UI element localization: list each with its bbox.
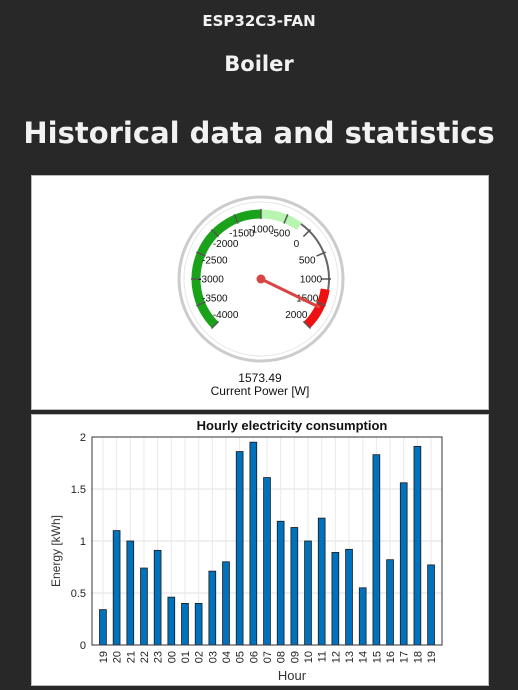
chart-bar: [208, 570, 217, 646]
chart-bar: [399, 482, 408, 646]
chart-ytick-label: 0: [80, 640, 86, 652]
chart-bar: [386, 559, 394, 646]
chart-xtick-label: 10: [303, 651, 315, 663]
gauge-major-tick: [302, 320, 312, 330]
chart-xtick-label: 07: [262, 651, 274, 663]
chart-bar: [99, 609, 107, 646]
chart-xtick-label: 22: [139, 651, 151, 663]
chart-bar: [263, 477, 271, 646]
chart-xtick-label: 19: [98, 651, 110, 663]
chart-xtick-label: 16: [385, 651, 397, 663]
gauge-major-tick: [210, 320, 220, 330]
chart-xlabel: Hour: [278, 668, 307, 683]
chart-bar: [304, 540, 312, 646]
gauge-tick-label: 0: [294, 239, 300, 250]
gauge-major-tick: [233, 214, 239, 224]
chart-ytick-label: 1.5: [71, 484, 86, 496]
gauge-value: 1573.49: [238, 371, 282, 385]
chart-ylabel: Energy [kWh]: [49, 515, 63, 587]
gauge-major-tick: [302, 228, 312, 238]
gauge-tick-label: -500: [270, 228, 290, 239]
gauge-major-tick: [196, 251, 206, 257]
chart-ytick-label: 1: [80, 536, 86, 548]
chart-xtick-label: 23: [153, 651, 165, 663]
chart-xtick-label: 03: [207, 651, 219, 663]
chart-ytick-label: 0.5: [71, 588, 86, 600]
gauge-tick-label: -1000: [248, 225, 274, 236]
chart-axes-box: [91, 436, 443, 646]
hourly-consumption-chart-panel: 0 0.5 1 1.5 2 19 20 21 22 23 00 01 02 03 04 05 06 07 08 09 1…: [31, 414, 489, 686]
gauge-tick-label: -2000: [213, 239, 239, 250]
room-name: Boiler: [224, 52, 294, 76]
device-name: ESP32C3-FAN: [202, 12, 316, 30]
gauge-needle: [259, 277, 321, 309]
chart-bar: [222, 561, 230, 646]
chart-bar: [126, 540, 135, 646]
gauge-tick-label: 1000: [300, 275, 323, 286]
chart-bar: [276, 520, 285, 646]
power-gauge: -4000 -3500 -3000 -2500 -2000-1500-1000-500 0…: [177, 195, 345, 363]
chart-bar: [249, 441, 258, 646]
gauge-tick-label: -2500: [202, 255, 228, 266]
gauge-band-2: [303, 288, 330, 329]
chart-xtick-label: 17: [399, 651, 411, 663]
chart-bar: [345, 548, 353, 646]
chart-bar: [140, 567, 148, 646]
gauge-major-tick: [283, 214, 289, 224]
gauge-label: Current Power [W]: [210, 384, 310, 398]
chart-xtick-label: 18: [412, 651, 424, 663]
gauge-tick-label: -3500: [202, 294, 228, 305]
chart-xtick-label: 04: [221, 651, 233, 663]
chart-xtick-label: 02: [194, 651, 206, 663]
chart-xtick-label: 09: [289, 651, 301, 663]
chart-bar: [331, 552, 340, 646]
gauge-major-tick: [316, 301, 326, 307]
chart-xtick-label: 20: [112, 651, 124, 663]
chart-bar: [167, 596, 176, 646]
gauge-major-tick: [196, 301, 206, 307]
chart-bar: [112, 530, 121, 646]
gauge-inner-ring: [183, 201, 339, 357]
gauge-needle-hub: [256, 274, 266, 284]
chart-bar: [290, 527, 299, 646]
chart-bar: [194, 602, 203, 646]
chart-xtick-label: 05: [235, 651, 247, 663]
chart-xtick-label: 21: [125, 651, 137, 663]
chart-xtick-label: 13: [344, 651, 356, 663]
gauge-tick-label: 2000: [285, 310, 308, 321]
chart-xtick-label: 00: [166, 651, 178, 663]
gauge-major-tick: [316, 251, 326, 257]
chart-xtick-label: 12: [330, 651, 342, 663]
chart-bar: [427, 564, 435, 646]
chart-xtick-label: 06: [248, 651, 260, 663]
gauge-tick-label: -1500: [229, 228, 255, 239]
chart-xtick-label: 15: [371, 651, 383, 663]
chart-bar: [153, 549, 162, 646]
gauge-tick-label: -3000: [198, 275, 224, 286]
chart-xtick-label: 08: [276, 651, 288, 663]
chart-xtick-label: 11: [317, 651, 329, 662]
chart-bar: [181, 602, 189, 646]
chart-title: Hourly electricity consumption: [197, 418, 388, 433]
chart-bar: [358, 587, 367, 646]
chart-bar: [235, 451, 244, 646]
gauge-tick-label: 1500: [296, 294, 319, 305]
gauge-band-1: [260, 209, 302, 231]
chart-bar: [317, 517, 326, 646]
chart-xtick-label: 19: [426, 651, 438, 663]
chart-xtick-label: 14: [358, 651, 370, 663]
chart-bar: [372, 454, 381, 646]
chart-xtick-label: 01: [180, 651, 192, 663]
page-title: Historical data and statistics: [23, 116, 495, 150]
chart-bar: [413, 445, 422, 646]
power-gauge-panel: -4000 -3500 -3000 -2500 -2000 -1500 -1000 -500 0…: [31, 175, 489, 410]
gauge-major-tick: [210, 228, 220, 238]
chart-ytick-label: 2: [80, 432, 86, 444]
gauge-tick-label: -4000: [213, 310, 239, 321]
gauge-tick-label: 500: [299, 255, 316, 266]
